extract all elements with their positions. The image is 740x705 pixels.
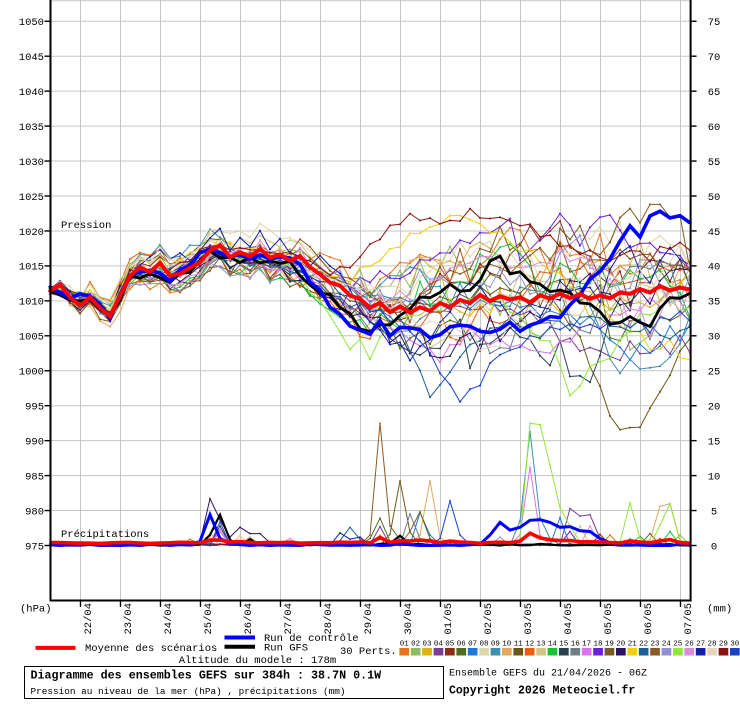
svg-text:23: 23 (650, 641, 660, 649)
svg-text:1005: 1005 (19, 332, 44, 344)
svg-text:07/05: 07/05 (683, 603, 695, 635)
svg-text:40: 40 (708, 262, 721, 274)
svg-text:09: 09 (491, 641, 500, 649)
svg-text:5: 5 (711, 506, 717, 518)
svg-text:1020: 1020 (19, 227, 44, 239)
svg-text:1015: 1015 (19, 262, 44, 274)
svg-text:04/05: 04/05 (563, 603, 575, 635)
svg-text:11: 11 (514, 641, 524, 649)
svg-text:65: 65 (708, 87, 721, 99)
svg-text:30 Perts.: 30 Perts. (340, 646, 397, 658)
svg-text:04: 04 (434, 641, 444, 649)
svg-text:20: 20 (708, 402, 721, 414)
svg-text:26/04: 26/04 (243, 603, 255, 635)
svg-text:Diagramme des ensembles GEFS s: Diagramme des ensembles GEFS sur 384h : … (31, 669, 383, 683)
svg-text:19: 19 (605, 641, 614, 649)
svg-text:Moyenne des scénarios: Moyenne des scénarios (85, 643, 217, 655)
svg-text:990: 990 (25, 436, 44, 448)
svg-text:995: 995 (25, 402, 44, 414)
svg-text:14: 14 (548, 641, 558, 649)
svg-text:21: 21 (628, 641, 638, 649)
svg-text:Pression au niveau de la mer (: Pression au niveau de la mer (hPa) , pré… (31, 686, 346, 697)
svg-text:02/05: 02/05 (483, 603, 495, 635)
svg-text:28/04: 28/04 (323, 603, 335, 635)
svg-text:07: 07 (468, 641, 477, 649)
svg-text:1035: 1035 (19, 122, 44, 134)
svg-text:1045: 1045 (19, 52, 44, 64)
svg-text:(mm): (mm) (707, 604, 732, 616)
svg-text:15: 15 (559, 641, 569, 649)
svg-text:(hPa): (hPa) (20, 604, 52, 616)
svg-text:0: 0 (711, 541, 717, 553)
svg-text:03: 03 (422, 641, 432, 649)
svg-text:1030: 1030 (19, 157, 44, 169)
svg-text:1040: 1040 (19, 87, 44, 99)
svg-text:35: 35 (708, 297, 721, 309)
svg-text:Pression: Pression (61, 220, 111, 232)
svg-text:29: 29 (719, 641, 728, 649)
svg-text:23/04: 23/04 (123, 603, 135, 635)
svg-text:12: 12 (525, 641, 534, 649)
svg-text:25: 25 (673, 641, 683, 649)
svg-text:24: 24 (662, 641, 672, 649)
svg-text:10: 10 (708, 471, 721, 483)
svg-text:Altitude du modele : 178m: Altitude du modele : 178m (179, 655, 337, 667)
svg-text:24/04: 24/04 (163, 603, 175, 635)
svg-text:1050: 1050 (19, 17, 44, 29)
svg-text:25/04: 25/04 (203, 603, 215, 635)
svg-text:50: 50 (708, 192, 721, 204)
svg-text:Copyright 2026 Meteociel.fr: Copyright 2026 Meteociel.fr (449, 685, 635, 698)
svg-text:985: 985 (25, 471, 44, 483)
svg-text:28: 28 (707, 641, 716, 649)
svg-text:17: 17 (582, 641, 591, 649)
svg-text:16: 16 (571, 641, 581, 649)
svg-text:13: 13 (536, 641, 546, 649)
svg-text:980: 980 (25, 506, 44, 518)
svg-text:1000: 1000 (19, 367, 44, 379)
svg-text:06: 06 (457, 641, 467, 649)
svg-text:75: 75 (708, 17, 721, 29)
svg-text:60: 60 (708, 122, 721, 134)
svg-text:1025: 1025 (19, 192, 44, 204)
svg-text:Ensemble GEFS du 21/04/2026 -: Ensemble GEFS du 21/04/2026 - 06Z (449, 668, 647, 680)
svg-text:03/05: 03/05 (523, 603, 535, 635)
svg-text:06/05: 06/05 (643, 603, 655, 635)
svg-text:02: 02 (411, 641, 420, 649)
svg-text:22: 22 (639, 641, 648, 649)
svg-text:26: 26 (685, 641, 695, 649)
svg-text:25: 25 (708, 367, 721, 379)
svg-text:975: 975 (25, 541, 44, 553)
svg-text:27: 27 (696, 641, 705, 649)
svg-text:30/04: 30/04 (403, 603, 415, 635)
svg-text:1010: 1010 (19, 297, 44, 309)
svg-text:Précipitations: Précipitations (61, 529, 149, 541)
svg-text:29/04: 29/04 (363, 603, 375, 635)
svg-text:05: 05 (445, 641, 455, 649)
svg-text:10: 10 (502, 641, 512, 649)
svg-text:30: 30 (708, 332, 721, 344)
svg-text:08: 08 (479, 641, 488, 649)
svg-text:20: 20 (616, 641, 626, 649)
svg-text:01/05: 01/05 (443, 603, 455, 635)
svg-text:15: 15 (708, 436, 721, 448)
svg-text:45: 45 (708, 227, 721, 239)
svg-text:18: 18 (593, 641, 602, 649)
svg-text:30: 30 (730, 641, 740, 649)
svg-text:27/04: 27/04 (283, 603, 295, 635)
svg-text:55: 55 (708, 157, 721, 169)
svg-text:05/05: 05/05 (603, 603, 615, 635)
svg-text:Run GFS: Run GFS (264, 643, 308, 655)
svg-text:01: 01 (400, 641, 410, 649)
svg-text:Run de contrôle: Run de contrôle (264, 633, 359, 645)
svg-text:22/04: 22/04 (83, 603, 95, 635)
svg-text:70: 70 (708, 52, 721, 64)
